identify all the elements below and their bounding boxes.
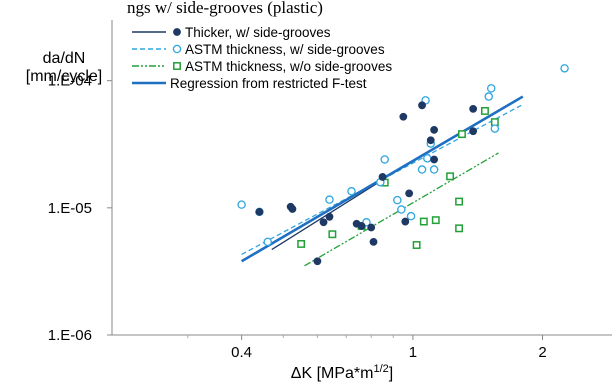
- data-point: [380, 155, 389, 164]
- data-point: [347, 187, 356, 196]
- x-axis-title-sup: 1/2: [373, 363, 388, 375]
- data-point: [458, 130, 466, 139]
- data-point: [469, 104, 478, 113]
- x-axis-title: ΔK [MPa*m1/2]: [291, 363, 393, 382]
- legend-marker: [172, 44, 182, 54]
- y-axis-title-line2: [mm/cycle]: [26, 68, 102, 85]
- data-point: [325, 212, 334, 221]
- x-ticks: 0.4 1 2: [187, 335, 547, 361]
- legend-item: ASTM thickness, w/ side-grooves: [132, 42, 385, 57]
- data-point: [263, 237, 272, 247]
- data-point: [369, 237, 378, 246]
- data-point: [490, 124, 500, 133]
- data-point: [430, 126, 439, 134]
- legend-item: Thicker, w/ side-grooves: [132, 25, 331, 40]
- x-tick-label: 0.4: [231, 344, 252, 361]
- data-point: [288, 205, 297, 213]
- data-point: [431, 216, 440, 225]
- data-point: [423, 154, 432, 163]
- y-tick-label: 1.E-05: [48, 200, 92, 217]
- legend-label: ASTM thickness, w/o side-grooves: [185, 59, 392, 74]
- data-point: [367, 223, 376, 232]
- data-point: [319, 218, 328, 227]
- data-point: [313, 257, 322, 266]
- data-point: [417, 165, 427, 174]
- legend: Thicker, w/ side-grooves ASTM thickness, …: [132, 25, 392, 91]
- data-point: [430, 155, 439, 164]
- data-point: [399, 112, 408, 121]
- y-tick-label: 1.E-06: [48, 327, 92, 344]
- data-point: [429, 165, 439, 174]
- data-point: [469, 127, 478, 136]
- data-point: [401, 217, 410, 226]
- data-point: [397, 205, 406, 214]
- x-tick-label: 1: [409, 344, 417, 361]
- data-point: [255, 207, 264, 216]
- data-point: [357, 222, 366, 230]
- data-point: [486, 84, 496, 93]
- data-point: [426, 136, 435, 145]
- x-tick-label: 2: [538, 344, 546, 361]
- data-points: [237, 64, 569, 266]
- data-point: [455, 197, 464, 206]
- x-axis-title-main: ΔK [MPa*m: [291, 365, 374, 382]
- x-axis-title-end: ]: [389, 365, 393, 382]
- data-point: [405, 189, 414, 198]
- data-point: [406, 211, 416, 221]
- data-point: [560, 64, 569, 73]
- y-axis-title-line1: da/dN: [43, 50, 86, 67]
- data-point: [418, 101, 426, 110]
- legend-label: Thicker, w/ side-grooves: [185, 25, 331, 40]
- axes: [111, 20, 612, 336]
- legend-label: Regression from restricted F-test: [170, 76, 367, 91]
- data-point: [325, 195, 334, 204]
- data-point: [455, 224, 464, 233]
- data-point: [393, 195, 402, 205]
- data-point: [378, 173, 387, 181]
- data-point: [484, 92, 493, 101]
- legend-label: ASTM thickness, w/ side-grooves: [185, 42, 385, 57]
- y-tick-label: 1.E-04: [48, 73, 92, 90]
- data-point: [412, 241, 421, 249]
- data-point: [481, 106, 489, 115]
- data-point: [446, 172, 455, 181]
- data-point: [297, 240, 306, 248]
- chart-title-fragment: ngs w/ side-grooves (plastic): [127, 0, 323, 17]
- legend-item: Regression from restricted F-test: [132, 76, 367, 91]
- data-point: [419, 217, 428, 226]
- legend-marker: [173, 62, 181, 70]
- legend-marker: [173, 28, 181, 36]
- data-point: [328, 230, 337, 239]
- data-point: [237, 200, 246, 209]
- legend-item: ASTM thickness, w/o side-grooves: [132, 59, 392, 74]
- y-ticks: 1.E-04 1.E-05 1.E-06: [48, 73, 112, 344]
